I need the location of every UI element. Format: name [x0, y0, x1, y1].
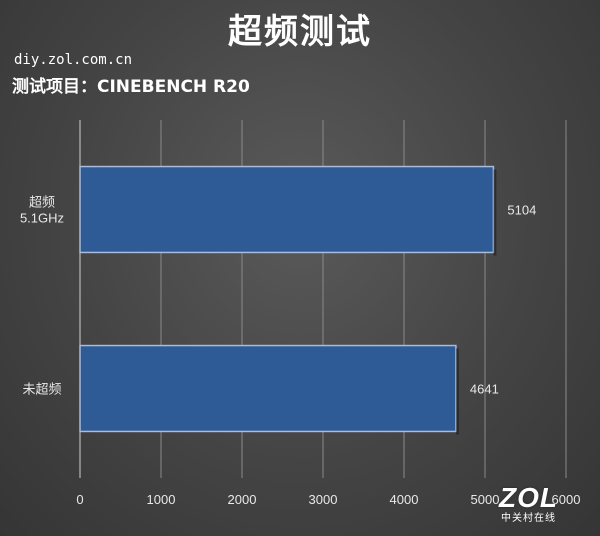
- category-label-0: 超频 5.1GHz: [20, 195, 64, 226]
- source-label: diy.zol.com.cn: [14, 52, 133, 68]
- category-label-1: 未超频: [22, 382, 61, 397]
- zol-logo-subtitle: 中关村在线: [501, 513, 556, 524]
- x-tick-label-0: 0: [76, 492, 83, 507]
- bars: [79, 165, 497, 435]
- data-label-0: 5104: [507, 203, 536, 218]
- x-tick-label-3000: 3000: [309, 492, 338, 507]
- labels: 0 1000 2000 3000 4000 5000 6000 5104 超频 5.1GHz 464…: [20, 195, 581, 508]
- x-tick-label-1000: 1000: [147, 492, 176, 507]
- bar-shadow-1: [455, 348, 459, 435]
- data-label-1: 4641: [470, 382, 499, 397]
- bar-0: [79, 165, 495, 254]
- zol-watermark: ZOL 中关村在线: [499, 484, 558, 524]
- x-tick-label-6000: 6000: [552, 492, 581, 507]
- x-tick-label-5000: 5000: [471, 492, 500, 507]
- zol-logo: ZOL: [499, 482, 558, 513]
- test-subject-label: 测试项目：CINEBENCH R20: [12, 77, 250, 97]
- bar-shadow-0: [493, 169, 497, 256]
- bar-1: [79, 344, 457, 433]
- page-title: 超频测试: [228, 12, 372, 52]
- x-tick-label-4000: 4000: [390, 492, 419, 507]
- x-tick-label-2000: 2000: [228, 492, 257, 507]
